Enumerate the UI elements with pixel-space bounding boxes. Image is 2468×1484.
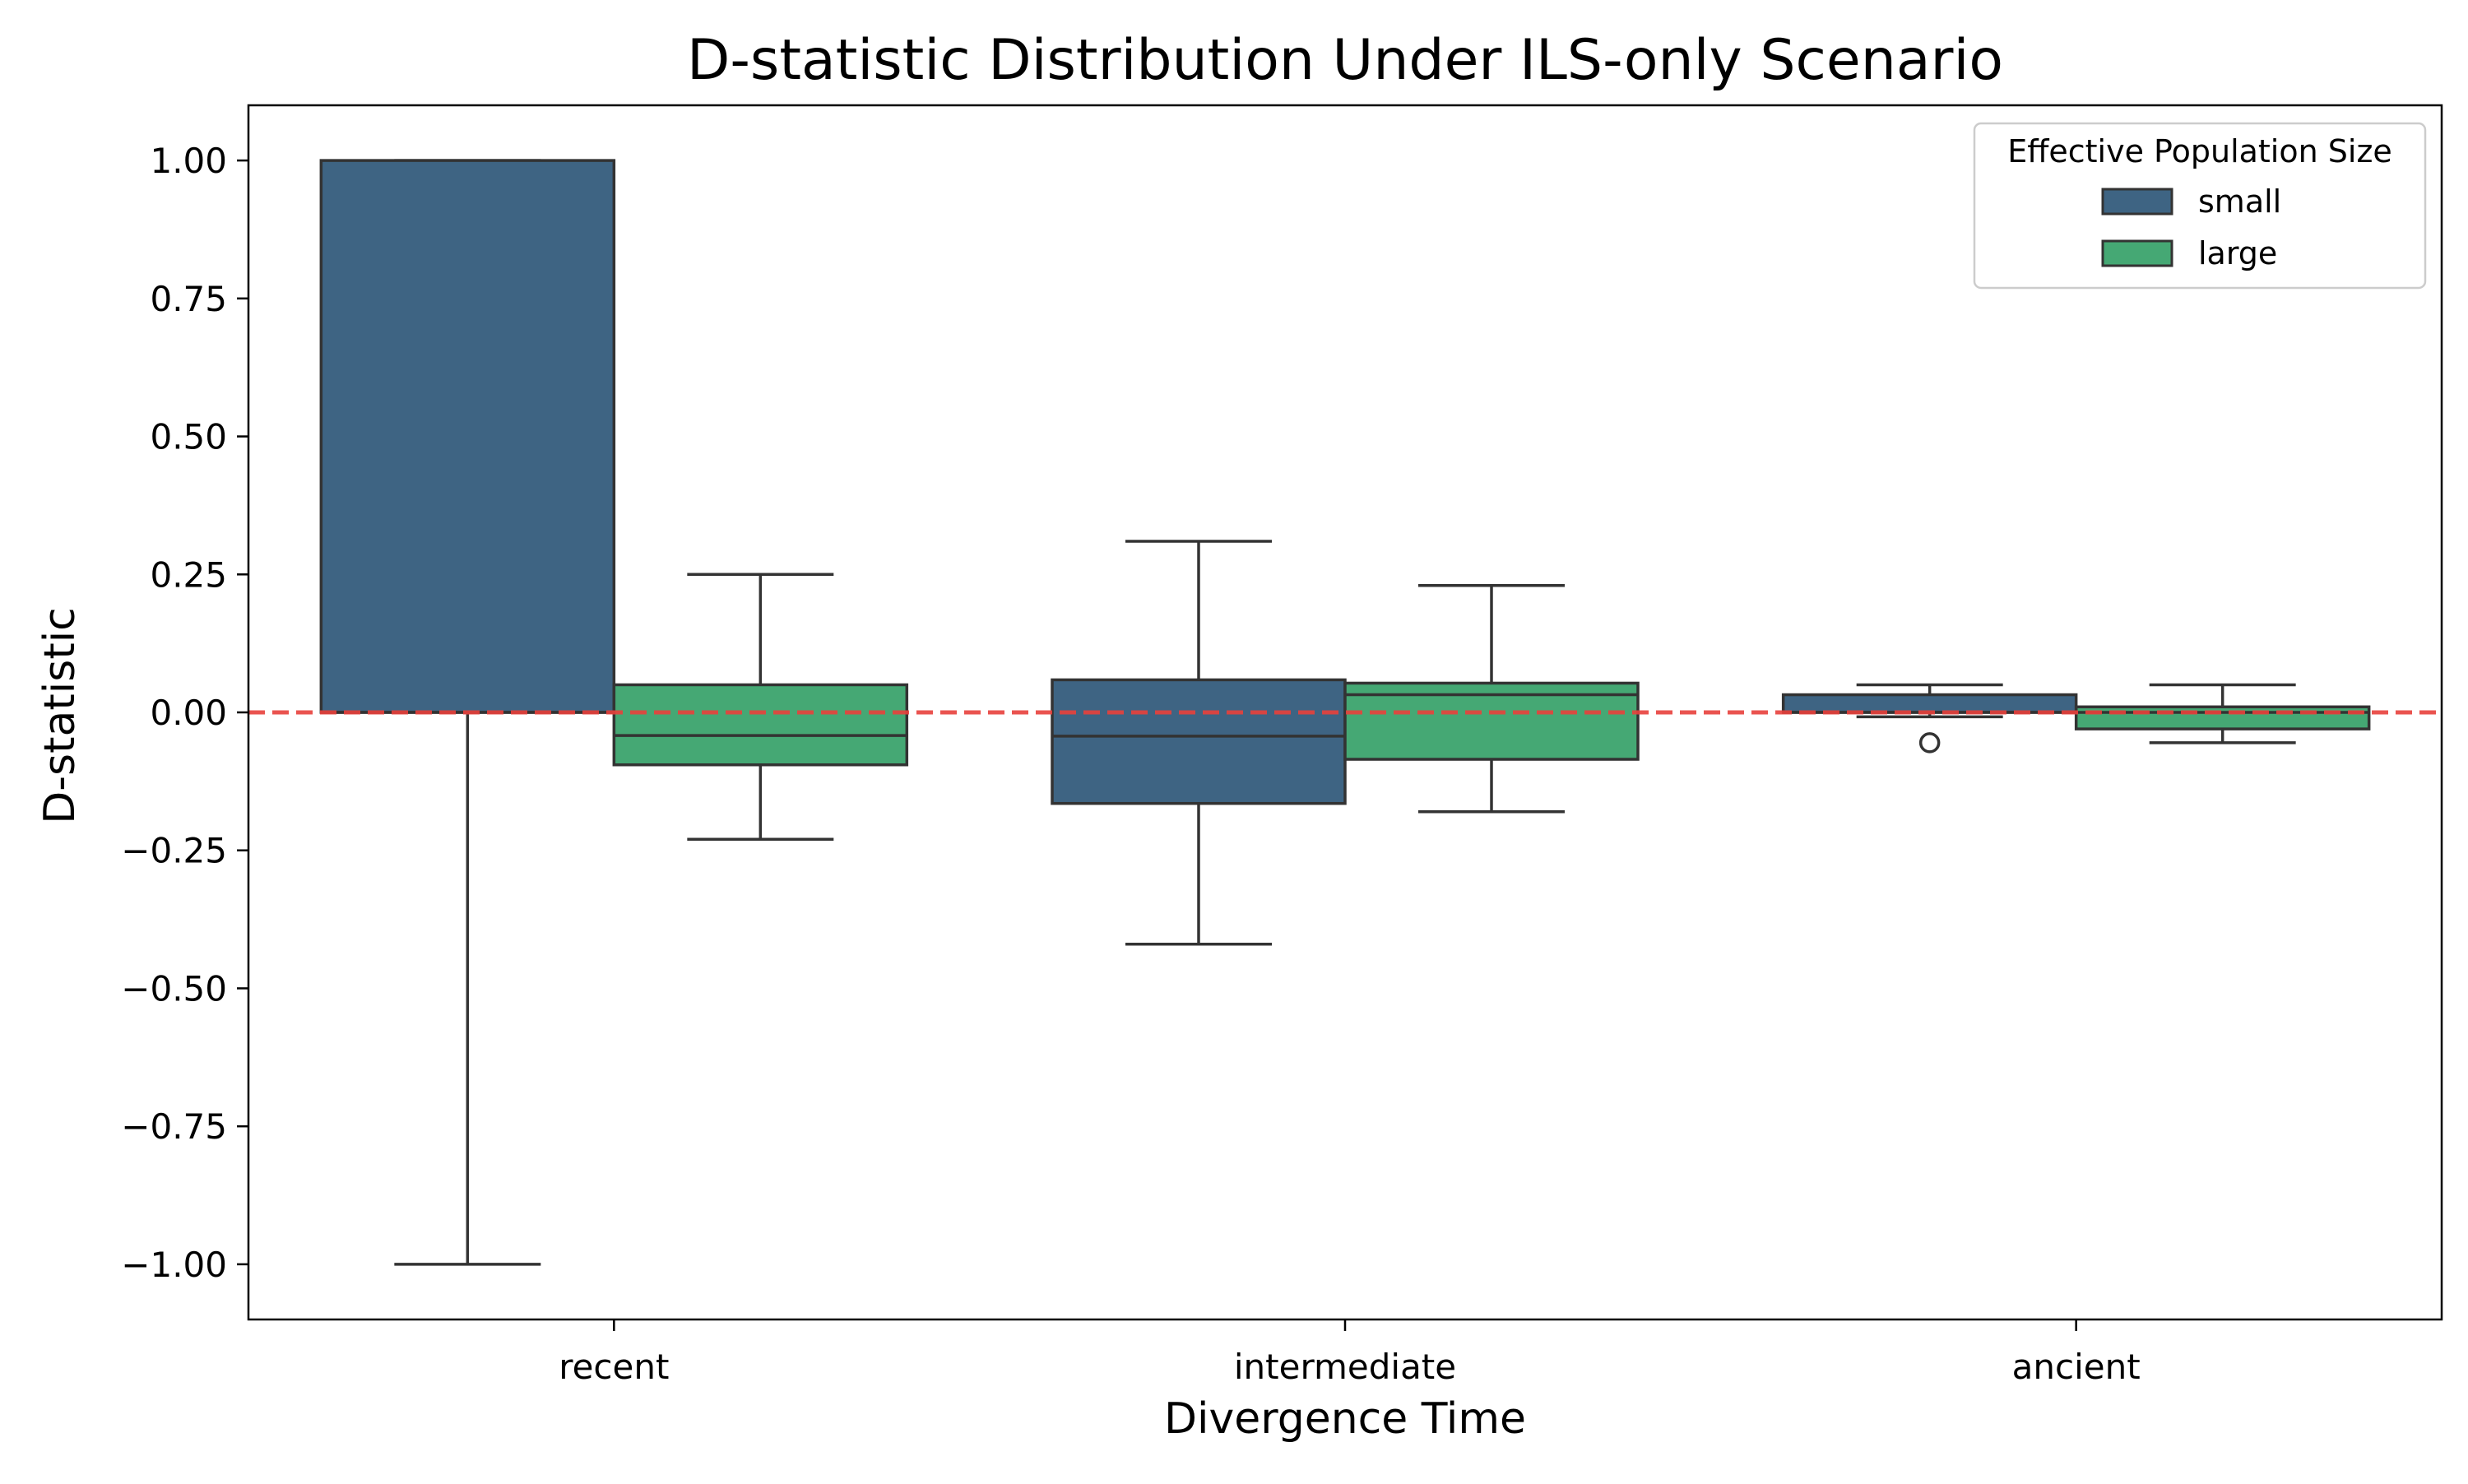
x-tick-label: intermediate bbox=[1234, 1347, 1456, 1387]
legend-label-large: large bbox=[2198, 235, 2277, 271]
legend-label-small: small bbox=[2198, 183, 2281, 220]
y-tick-label: 0.25 bbox=[150, 554, 227, 595]
y-tick-label: −0.75 bbox=[121, 1106, 227, 1147]
x-tick-label: recent bbox=[559, 1347, 669, 1387]
x-tick-label: ancient bbox=[2012, 1347, 2141, 1387]
y-tick-label: −0.50 bbox=[121, 968, 227, 1009]
box-body bbox=[319, 159, 616, 714]
box-small-recent bbox=[319, 159, 616, 1266]
box-body bbox=[612, 683, 909, 767]
y-tick-label: −0.25 bbox=[121, 831, 227, 871]
box-small-intermediate bbox=[1051, 540, 1347, 946]
legend-frame bbox=[1973, 122, 2427, 290]
box-large-intermediate bbox=[1343, 583, 1640, 814]
box-large-recent bbox=[612, 573, 909, 842]
box-body bbox=[2074, 705, 2371, 730]
outlier-point bbox=[1918, 732, 1941, 754]
legend-title: Effective Population Size bbox=[2007, 133, 2392, 169]
y-tick-label: 0.00 bbox=[150, 693, 227, 733]
x-axis-title: Divergence Time bbox=[1164, 1394, 1526, 1444]
chart-title: D-statistic Distribution Under ILS-only … bbox=[687, 28, 2003, 93]
box-small-ancient bbox=[1781, 683, 2078, 754]
y-tick-label: −1.00 bbox=[121, 1245, 227, 1285]
legend-swatch-large bbox=[2101, 239, 2173, 267]
legend-swatch-small bbox=[2101, 188, 2173, 216]
y-tick-label: 0.50 bbox=[150, 417, 227, 457]
box-body bbox=[1781, 693, 2078, 714]
y-tick-label: 0.75 bbox=[150, 279, 227, 319]
y-tick-label: 1.00 bbox=[150, 141, 227, 181]
y-axis-title: D-statistic bbox=[35, 607, 85, 824]
legend: Effective Population Size small large bbox=[1973, 122, 2427, 290]
plot-area: 1.00 0.75 0.50 0.25 0.00 −0.25 −0.50 −0.75 −1.00… bbox=[121, 104, 2443, 1387]
box-body bbox=[1051, 678, 1347, 805]
